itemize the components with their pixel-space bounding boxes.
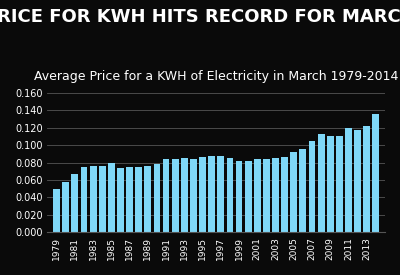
Bar	[154, 164, 160, 232]
Bar	[181, 158, 188, 232]
Title: Average Price for a KWH of Electricity in March 1979-2014: Average Price for a KWH of Electricity i…	[34, 70, 398, 83]
Bar	[290, 152, 297, 232]
Bar	[345, 128, 352, 232]
Bar	[208, 156, 215, 232]
Bar	[354, 130, 361, 232]
Bar	[135, 167, 142, 232]
Text: PRICE FOR KWH HITS RECORD FOR MARCH: PRICE FOR KWH HITS RECORD FOR MARCH	[0, 8, 400, 26]
Bar	[199, 157, 206, 232]
Bar	[62, 182, 69, 232]
Bar	[272, 158, 279, 232]
Bar	[144, 166, 151, 232]
Bar	[99, 166, 106, 232]
Bar	[117, 168, 124, 232]
Bar	[318, 134, 324, 232]
Bar	[163, 160, 170, 232]
Bar	[336, 136, 343, 232]
Bar	[172, 159, 179, 232]
Bar	[363, 126, 370, 232]
Bar	[126, 167, 133, 232]
Bar	[72, 174, 78, 232]
Bar	[245, 161, 252, 232]
Bar	[309, 141, 316, 232]
Bar	[372, 114, 379, 232]
Bar	[281, 157, 288, 232]
Bar	[226, 158, 233, 232]
Bar	[327, 136, 334, 232]
Bar	[254, 159, 261, 232]
Bar	[263, 160, 270, 232]
Bar	[80, 167, 87, 232]
Bar	[217, 156, 224, 232]
Bar	[90, 166, 96, 232]
Bar	[108, 163, 115, 232]
Bar	[300, 149, 306, 232]
Bar	[190, 159, 197, 232]
Bar	[236, 161, 242, 232]
Bar	[53, 189, 60, 232]
